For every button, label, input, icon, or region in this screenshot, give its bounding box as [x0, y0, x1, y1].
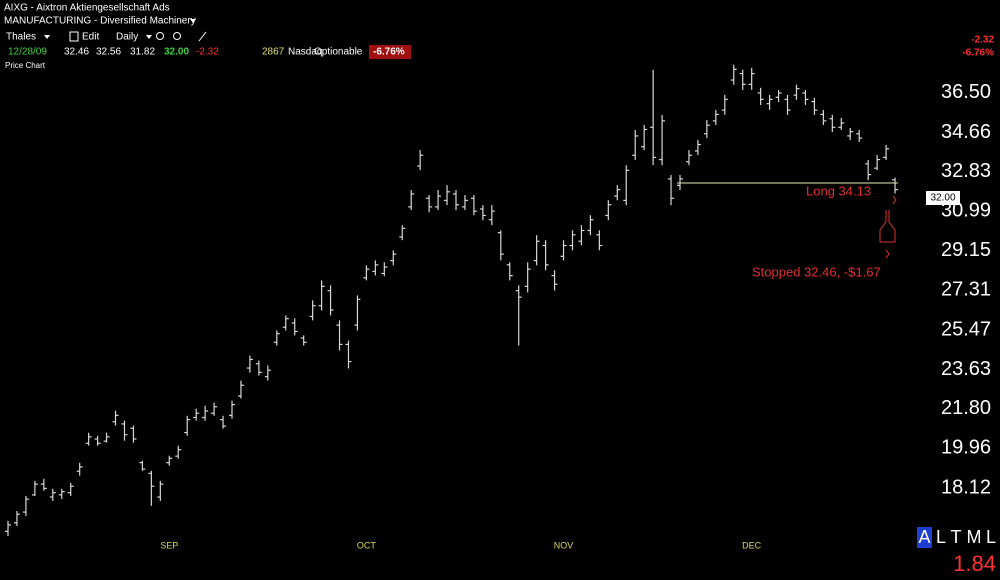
quote-percent: -6.76%	[373, 47, 405, 58]
price-tag-label: 32.00	[930, 193, 955, 204]
stop-arrow	[879, 210, 896, 243]
side-percent: -6.76%	[962, 48, 994, 59]
quote-low: 31.82	[130, 47, 155, 58]
scale-button[interactable]: T	[951, 527, 962, 547]
scale-button[interactable]: L	[986, 527, 996, 547]
zoom-out[interactable]	[173, 32, 181, 40]
percent-box	[369, 45, 411, 59]
draw-tool[interactable]	[198, 31, 207, 42]
y-tick-label: 23.63	[941, 358, 991, 380]
dropdown-arrow[interactable]	[44, 35, 50, 39]
dropdown-arrow[interactable]	[146, 35, 152, 39]
scale-button[interactable]: L	[936, 527, 946, 547]
scale-button-active[interactable]	[917, 527, 932, 548]
toolbar-item[interactable]: Thales	[6, 32, 36, 43]
toolbar-item[interactable]: Daily	[116, 32, 138, 43]
y-tick-label: 25.47	[941, 318, 991, 340]
zoom-in[interactable]	[156, 32, 164, 40]
scale-button[interactable]: M	[967, 527, 982, 547]
quote-open: 32.46	[64, 47, 89, 58]
quote-change: -2.32	[196, 47, 219, 58]
y-tick-label: 19.96	[941, 437, 991, 459]
y-tick-label: 27.31	[941, 279, 991, 301]
quote-last: 32.00	[164, 47, 189, 58]
y-tick-label: 29.15	[941, 239, 991, 261]
symbol: AIXG - Aixtron Aktiengesellschaft Ads	[4, 3, 170, 14]
y-tick-label: 30.99	[941, 200, 991, 222]
optionable: Optionable	[314, 47, 363, 58]
stop-annotation: Stopped 32.46, -$1.67	[752, 264, 881, 279]
quote-high: 32.56	[96, 47, 121, 58]
edit-icon[interactable]	[69, 31, 79, 42]
side-change: -2.32	[971, 35, 994, 46]
x-tick-label: DEC	[742, 540, 762, 550]
toolbar-item[interactable]: Edit	[82, 32, 99, 43]
x-tick-label: NOV	[554, 540, 574, 550]
y-tick-label: 18.12	[941, 476, 991, 498]
x-tick-label: SEP	[160, 540, 178, 550]
sector[interactable]: MANUFACTURING - Diversified Machinery	[4, 16, 196, 27]
dropdown-arrow[interactable]	[190, 19, 196, 23]
entry-annotation: Long 34.13	[806, 183, 871, 198]
x-tick-label: OCT	[357, 540, 377, 550]
y-tick-label: 32.83	[941, 160, 991, 182]
quote-date: 12/28/09	[8, 47, 47, 58]
y-tick-label: 21.80	[941, 397, 991, 419]
y-tick-label: 36.50	[941, 81, 991, 103]
panel-title: Price Chart	[5, 61, 46, 70]
quote-volume: 2867	[262, 47, 285, 58]
scale-step: 1.84	[953, 551, 996, 576]
bracket	[885, 249, 890, 259]
price-tag	[926, 191, 960, 205]
scale-button[interactable]: A	[918, 527, 930, 547]
y-tick-label: 34.66	[941, 121, 991, 143]
bracket	[892, 195, 897, 205]
quote-exchange: Nasdaq	[288, 47, 322, 58]
